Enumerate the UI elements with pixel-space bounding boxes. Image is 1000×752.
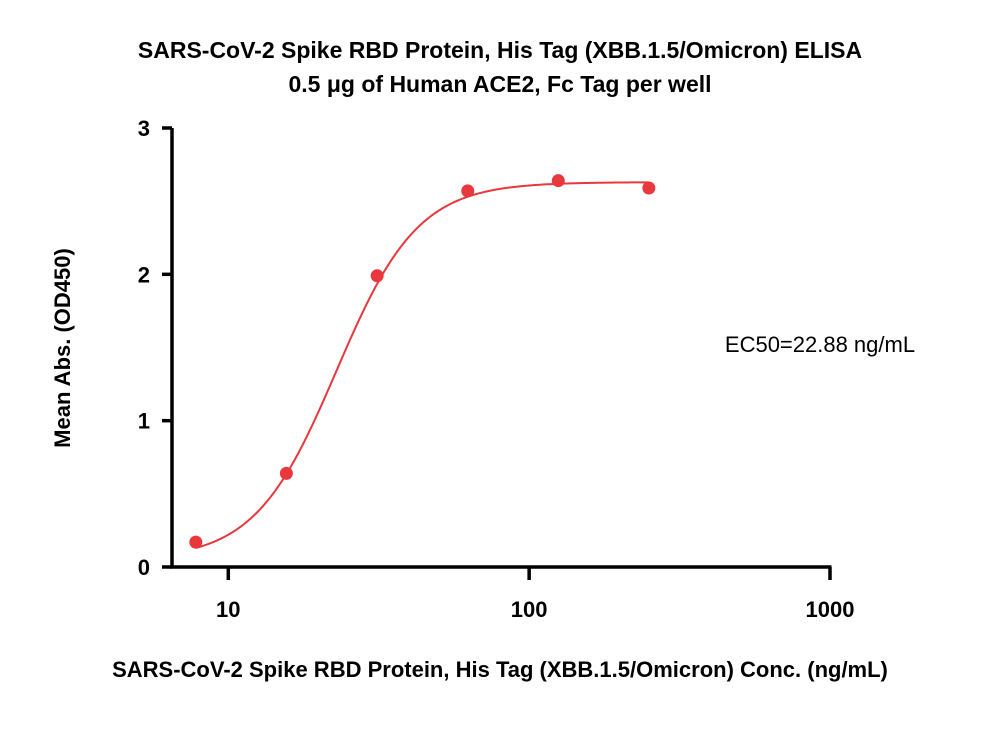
y-axis-title: Mean Abs. (OD450) bbox=[50, 248, 75, 448]
plot-area: 0 1 2 3 10 100 1000 bbox=[138, 116, 855, 622]
fit-curve bbox=[195, 181, 649, 549]
chart-subtitle: 0.5 μg of Human ACE2, Fc Tag per well bbox=[288, 71, 711, 97]
data-point bbox=[642, 181, 656, 195]
data-point bbox=[370, 269, 384, 283]
x-tick-label: 100 bbox=[511, 597, 548, 622]
x-axis-title: SARS-CoV-2 Spike RBD Protein, His Tag (X… bbox=[112, 657, 888, 682]
y-tick-label: 2 bbox=[138, 262, 150, 287]
data-point bbox=[279, 466, 293, 480]
x-tick-label: 10 bbox=[216, 597, 240, 622]
y-tick-label: 3 bbox=[138, 116, 150, 141]
y-tick-label: 0 bbox=[138, 555, 150, 580]
data-point bbox=[189, 535, 203, 549]
y-tick-label: 1 bbox=[138, 409, 150, 434]
data-point bbox=[461, 184, 475, 198]
ec50-annotation: EC50=22.88 ng/mL bbox=[725, 332, 915, 357]
data-point bbox=[551, 174, 565, 188]
chart-title: SARS-CoV-2 Spike RBD Protein, His Tag (X… bbox=[138, 37, 862, 63]
x-tick-label: 1000 bbox=[806, 597, 855, 622]
